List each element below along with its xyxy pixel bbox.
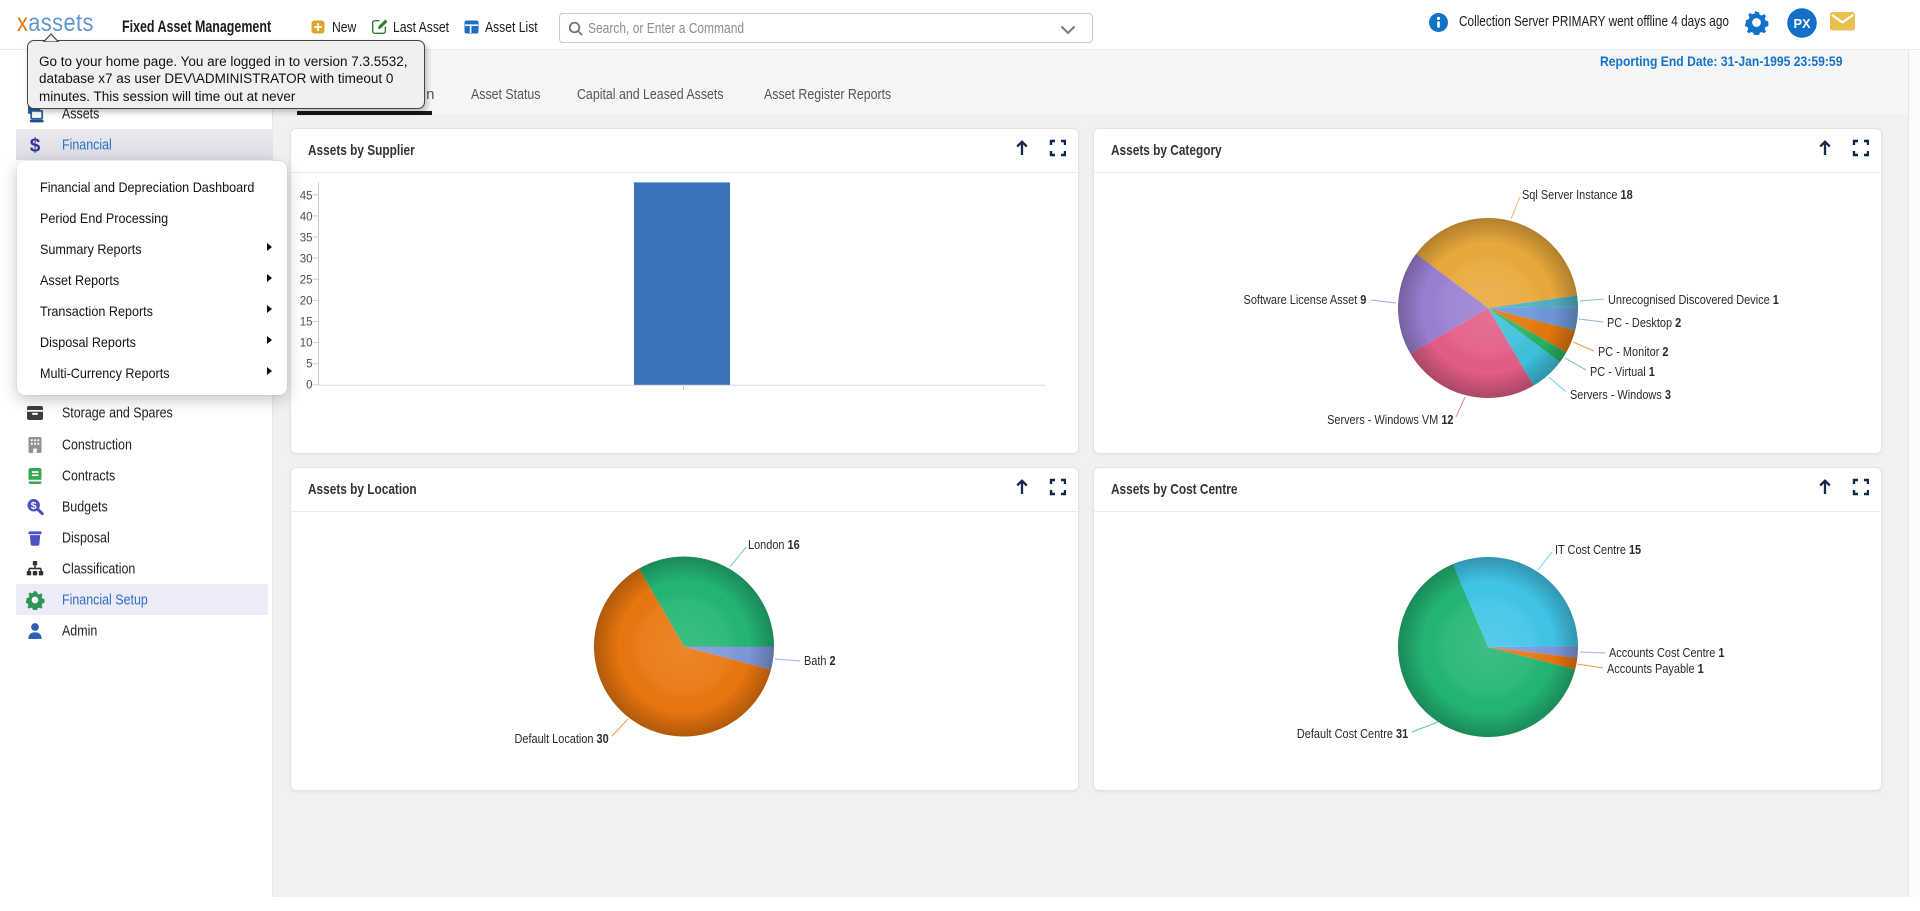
svg-text:45: 45 xyxy=(300,191,313,203)
svg-text:$: $ xyxy=(30,135,41,155)
svg-text:5: 5 xyxy=(306,359,312,371)
svg-text:$: $ xyxy=(31,500,37,512)
svg-text:10: 10 xyxy=(300,338,313,350)
svg-text:30: 30 xyxy=(300,254,313,266)
svg-text:20: 20 xyxy=(300,296,313,308)
svg-text:0: 0 xyxy=(306,380,312,392)
svg-text:25: 25 xyxy=(300,275,313,287)
svg-text:15: 15 xyxy=(300,317,313,329)
svg-text:40: 40 xyxy=(300,212,313,224)
svg-text:PX: PX xyxy=(1793,16,1811,31)
svg-text:35: 35 xyxy=(300,233,313,245)
